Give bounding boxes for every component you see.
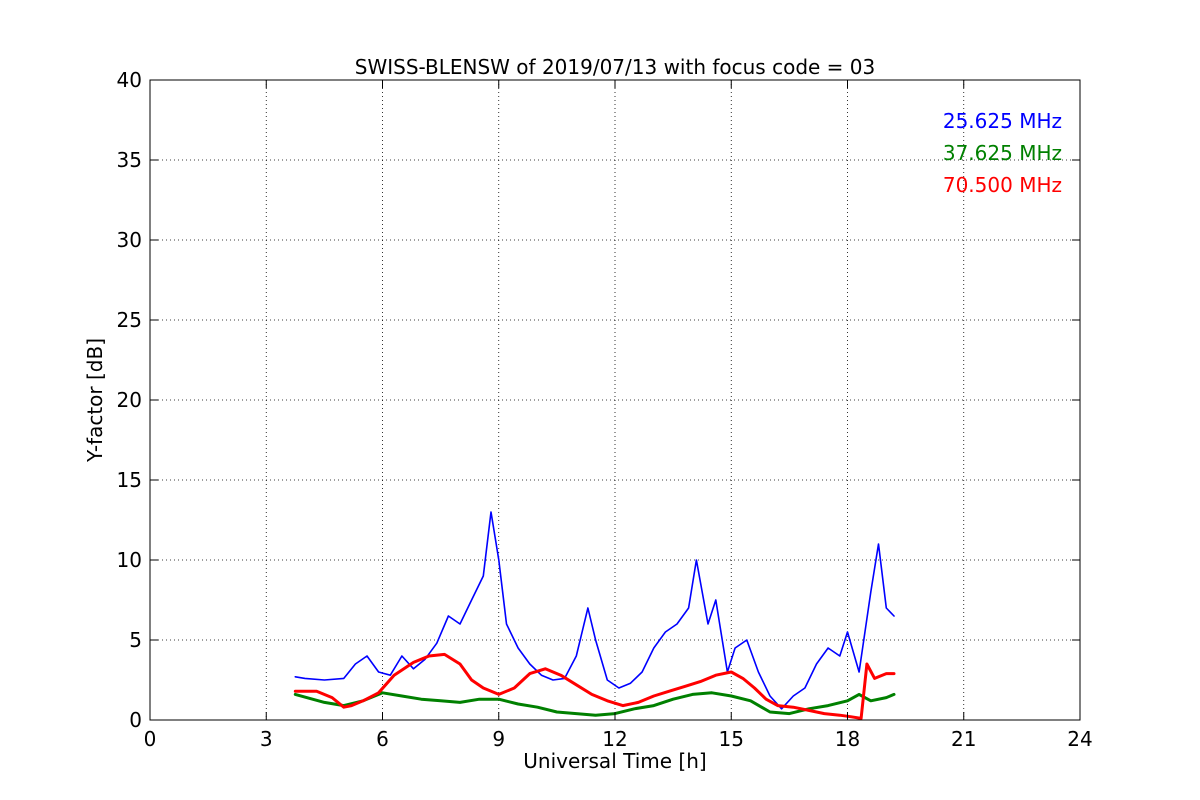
legend-entry-2: 37.625 MHz <box>943 141 1062 165</box>
y-tick-label: 10 <box>117 548 142 572</box>
x-tick-label: 3 <box>260 727 273 751</box>
x-tick-label: 21 <box>951 727 976 751</box>
axis-ticks: 0 3 6 9 12 15 18 21 24 0 5 10 15 20 25 30 35 40 <box>117 68 1093 751</box>
series-layer <box>293 511 896 720</box>
x-tick-label: 6 <box>376 727 389 751</box>
x-tick-label: 12 <box>602 727 627 751</box>
y-tick-label: 5 <box>129 628 142 652</box>
x-tick-label: 9 <box>492 727 505 751</box>
legend: 25.625 MHz 37.625 MHz 70.500 MHz <box>943 109 1062 197</box>
y-tick-label: 35 <box>117 148 142 172</box>
y-tick-label: 25 <box>117 308 142 332</box>
x-tick-label: 15 <box>719 727 744 751</box>
x-tick-label: 18 <box>835 727 860 751</box>
series-line-1 <box>294 511 895 710</box>
y-tick-label: 30 <box>117 228 142 252</box>
x-tick-label: 24 <box>1067 727 1092 751</box>
series-line-3 <box>293 652 896 720</box>
y-tick-label: 40 <box>117 68 142 92</box>
y-axis-label: Y-factor [dB] <box>83 338 107 463</box>
y-tick-label: 15 <box>117 468 142 492</box>
legend-entry-3: 70.500 MHz <box>943 173 1062 197</box>
y-tick-label: 0 <box>129 708 142 732</box>
x-tick-label: 0 <box>144 727 157 751</box>
x-axis-label: Universal Time [h] <box>523 749 706 773</box>
chart-title: SWISS-BLENSW of 2019/07/13 with focus co… <box>355 55 876 79</box>
legend-entry-1: 25.625 MHz <box>943 109 1062 133</box>
grid <box>150 80 1080 720</box>
y-tick-label: 20 <box>117 388 142 412</box>
